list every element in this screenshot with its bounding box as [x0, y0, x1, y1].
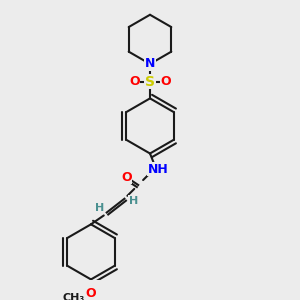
Text: O: O: [160, 75, 171, 88]
Text: NH: NH: [148, 163, 168, 176]
Text: O: O: [121, 171, 132, 184]
Text: S: S: [145, 75, 155, 89]
Text: N: N: [145, 58, 155, 70]
Text: O: O: [86, 287, 96, 300]
Text: O: O: [129, 75, 140, 88]
Text: H: H: [95, 202, 104, 213]
Text: CH₃: CH₃: [62, 293, 84, 300]
Text: H: H: [129, 196, 138, 206]
